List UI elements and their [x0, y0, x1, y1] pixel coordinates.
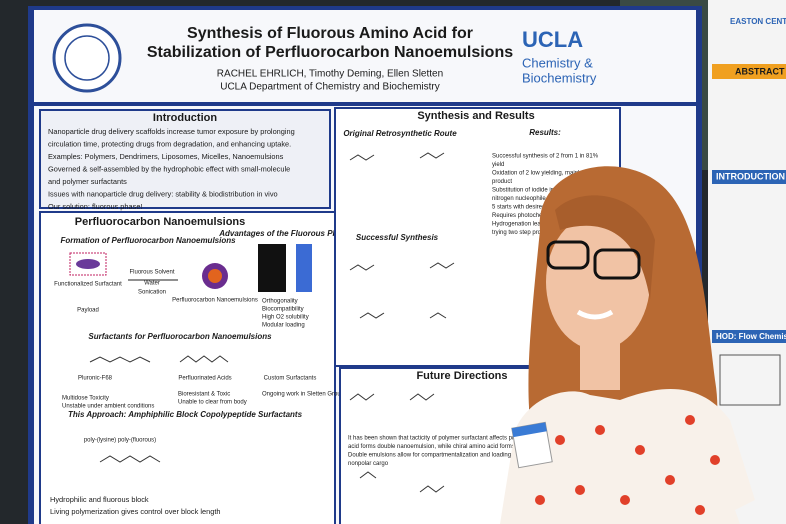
structure-drawing: [349, 393, 445, 493]
side-heading: INTRODUCTION: [716, 171, 785, 181]
logo-name: UCLA: [522, 27, 583, 52]
bullet-text: acid forms double nanoemulsion, while ch…: [348, 444, 524, 450]
bullet-text: Modular loading: [262, 323, 305, 329]
mouse-image: [258, 244, 286, 292]
poster-title: Stabilization of Perfluorocarbon Nanoemu…: [147, 44, 513, 61]
side-heading: ABSTRACT: [735, 66, 785, 76]
side-band: [712, 330, 786, 343]
blouse-pattern: [535, 415, 720, 515]
bullet-text: Hydrogenation leads: [492, 222, 547, 228]
subheading: Successful Synthesis: [356, 233, 439, 242]
bullet-text: Living polymerization gives control over…: [50, 507, 220, 516]
bullet-text: Our solution: fluorous phase!: [48, 202, 143, 211]
bullet-text: Issues with nanoparticle drug delivery: …: [48, 189, 278, 198]
side-band: [712, 170, 786, 184]
side-center: EASTON CENTER: [730, 17, 786, 26]
glasses-lens: [593, 248, 641, 280]
nanoemulsion-core: [208, 269, 222, 283]
bullet-text: nitrogen nucleophile led to: [492, 196, 563, 202]
neck: [580, 340, 620, 390]
label: Perfluorinated Acids: [178, 376, 231, 382]
authors: RACHEL EHRLICH, Timothy Deming, Ellen Sl…: [217, 69, 443, 80]
bullet-text: Successful synthesis of 2 from 1 in 81%: [492, 154, 599, 160]
subheading: Formation of Perfluorocarbon Nanoemulsio…: [60, 236, 236, 245]
bullet-text: 5 starts with desired: [492, 205, 545, 211]
label: Perfluorocarbon Nanoemulsions: [172, 298, 258, 304]
subheading: Advantages of the Fluorous Phase: [218, 229, 351, 238]
label: Bioresistant & Toxic: [178, 392, 230, 398]
label: Functionalized Surfactant: [54, 282, 122, 288]
subheading: Original Retrosynthetic Route: [343, 129, 457, 138]
vial-image: [296, 244, 312, 292]
side-diagram: [719, 354, 781, 406]
side-heading: HOD: Flow Chemis: [716, 332, 786, 341]
bullet-text: yield: [492, 162, 504, 168]
bullet-text: It has been shown that tacticity of poly…: [348, 436, 521, 442]
subheading: This Approach: Amphiphilic Block Copolyp…: [68, 410, 303, 419]
label: poly-(lysine) poly-(fluorous): [84, 438, 156, 444]
structure-drawing: [349, 152, 455, 319]
seal-ring: [64, 35, 110, 81]
label: Pluronic-F68: [78, 376, 113, 382]
divider: [34, 102, 696, 106]
label: Unable to clear from body: [178, 400, 247, 406]
label: Water: [144, 281, 160, 287]
bullet-text: Governed & self-assembled by the hydroph…: [48, 164, 290, 173]
label: Ongoing work in Sletten Group: [262, 392, 345, 398]
label: Fluorous Solvent: [129, 270, 174, 276]
bullet-text: Biocompatibility: [262, 307, 304, 313]
nano-labels: Functionalized Surfactant Fluorous Solven…: [50, 270, 345, 516]
logo-line: Biochemistry: [522, 70, 597, 85]
poster-title: Synthesis of Fluorous Amino Acid for: [187, 25, 473, 42]
logo-line: Chemistry &: [522, 55, 593, 70]
university-seal: [52, 23, 122, 93]
section-heading: Future Directions: [416, 370, 507, 382]
bullet-text: Substitution of iodide in 2 with: [492, 188, 571, 194]
subheading: Surfactants for Perfluorocarbon Nanoemul…: [88, 332, 272, 341]
subheading: Results:: [529, 128, 561, 137]
face: [546, 214, 650, 350]
intro-box: [39, 109, 331, 209]
structure-drawing: [89, 355, 229, 463]
hair-fringe: [555, 195, 655, 300]
badge-band: [511, 422, 547, 438]
label: Custom Surfactants: [264, 376, 317, 382]
label: Unstable under ambient conditions: [62, 404, 154, 410]
smile: [576, 309, 614, 320]
intro-bullets: Nanoparticle drug delivery scaffolds inc…: [48, 127, 295, 211]
bullet-text: Double emulsions allow for compartmental…: [348, 453, 518, 459]
bullet-text: Nanoparticle drug delivery scaffolds inc…: [48, 127, 295, 136]
label: Multidose Toxicity: [62, 396, 109, 402]
bullet-text: High O2 solubility: [262, 315, 309, 321]
side-band: [712, 64, 786, 79]
bullet-text: Examples: Polymers, Dendrimers, Liposome…: [48, 152, 284, 161]
glasses-lens: [546, 240, 590, 270]
section-heading: Introduction: [153, 112, 217, 124]
future-bullets: It has been shown that tacticity of poly…: [348, 436, 524, 468]
bullet-text: Orthogonality: [262, 299, 298, 305]
label: Sonication: [138, 290, 166, 296]
bullet-text: circulation time, protecting drugs from …: [48, 139, 291, 148]
section-heading: Perfluorocarbon Nanoemulsions: [75, 216, 246, 228]
section-heading: Synthesis and Results: [417, 110, 534, 122]
bullet-text: product: [492, 179, 512, 185]
bullet-text: trying two step proc: [492, 230, 544, 236]
affiliation: UCLA Department of Chemistry and Biochem…: [220, 82, 440, 93]
bullet-text: and polymer surfactants: [48, 177, 127, 186]
label: Payload: [77, 308, 99, 314]
bullet-text: Requires photochemi: [492, 213, 549, 219]
bullet-text: nonpolar cargo: [348, 461, 389, 467]
bullet-text: Oxidation of 2 low yielding, mainly: [492, 171, 582, 177]
surfactant-shape: [76, 259, 100, 269]
bullet-text: Hydrophilic and fluorous block: [50, 495, 149, 504]
synthesis-bullets: Successful synthesis of 2 from 1 in 81% y…: [492, 154, 599, 237]
